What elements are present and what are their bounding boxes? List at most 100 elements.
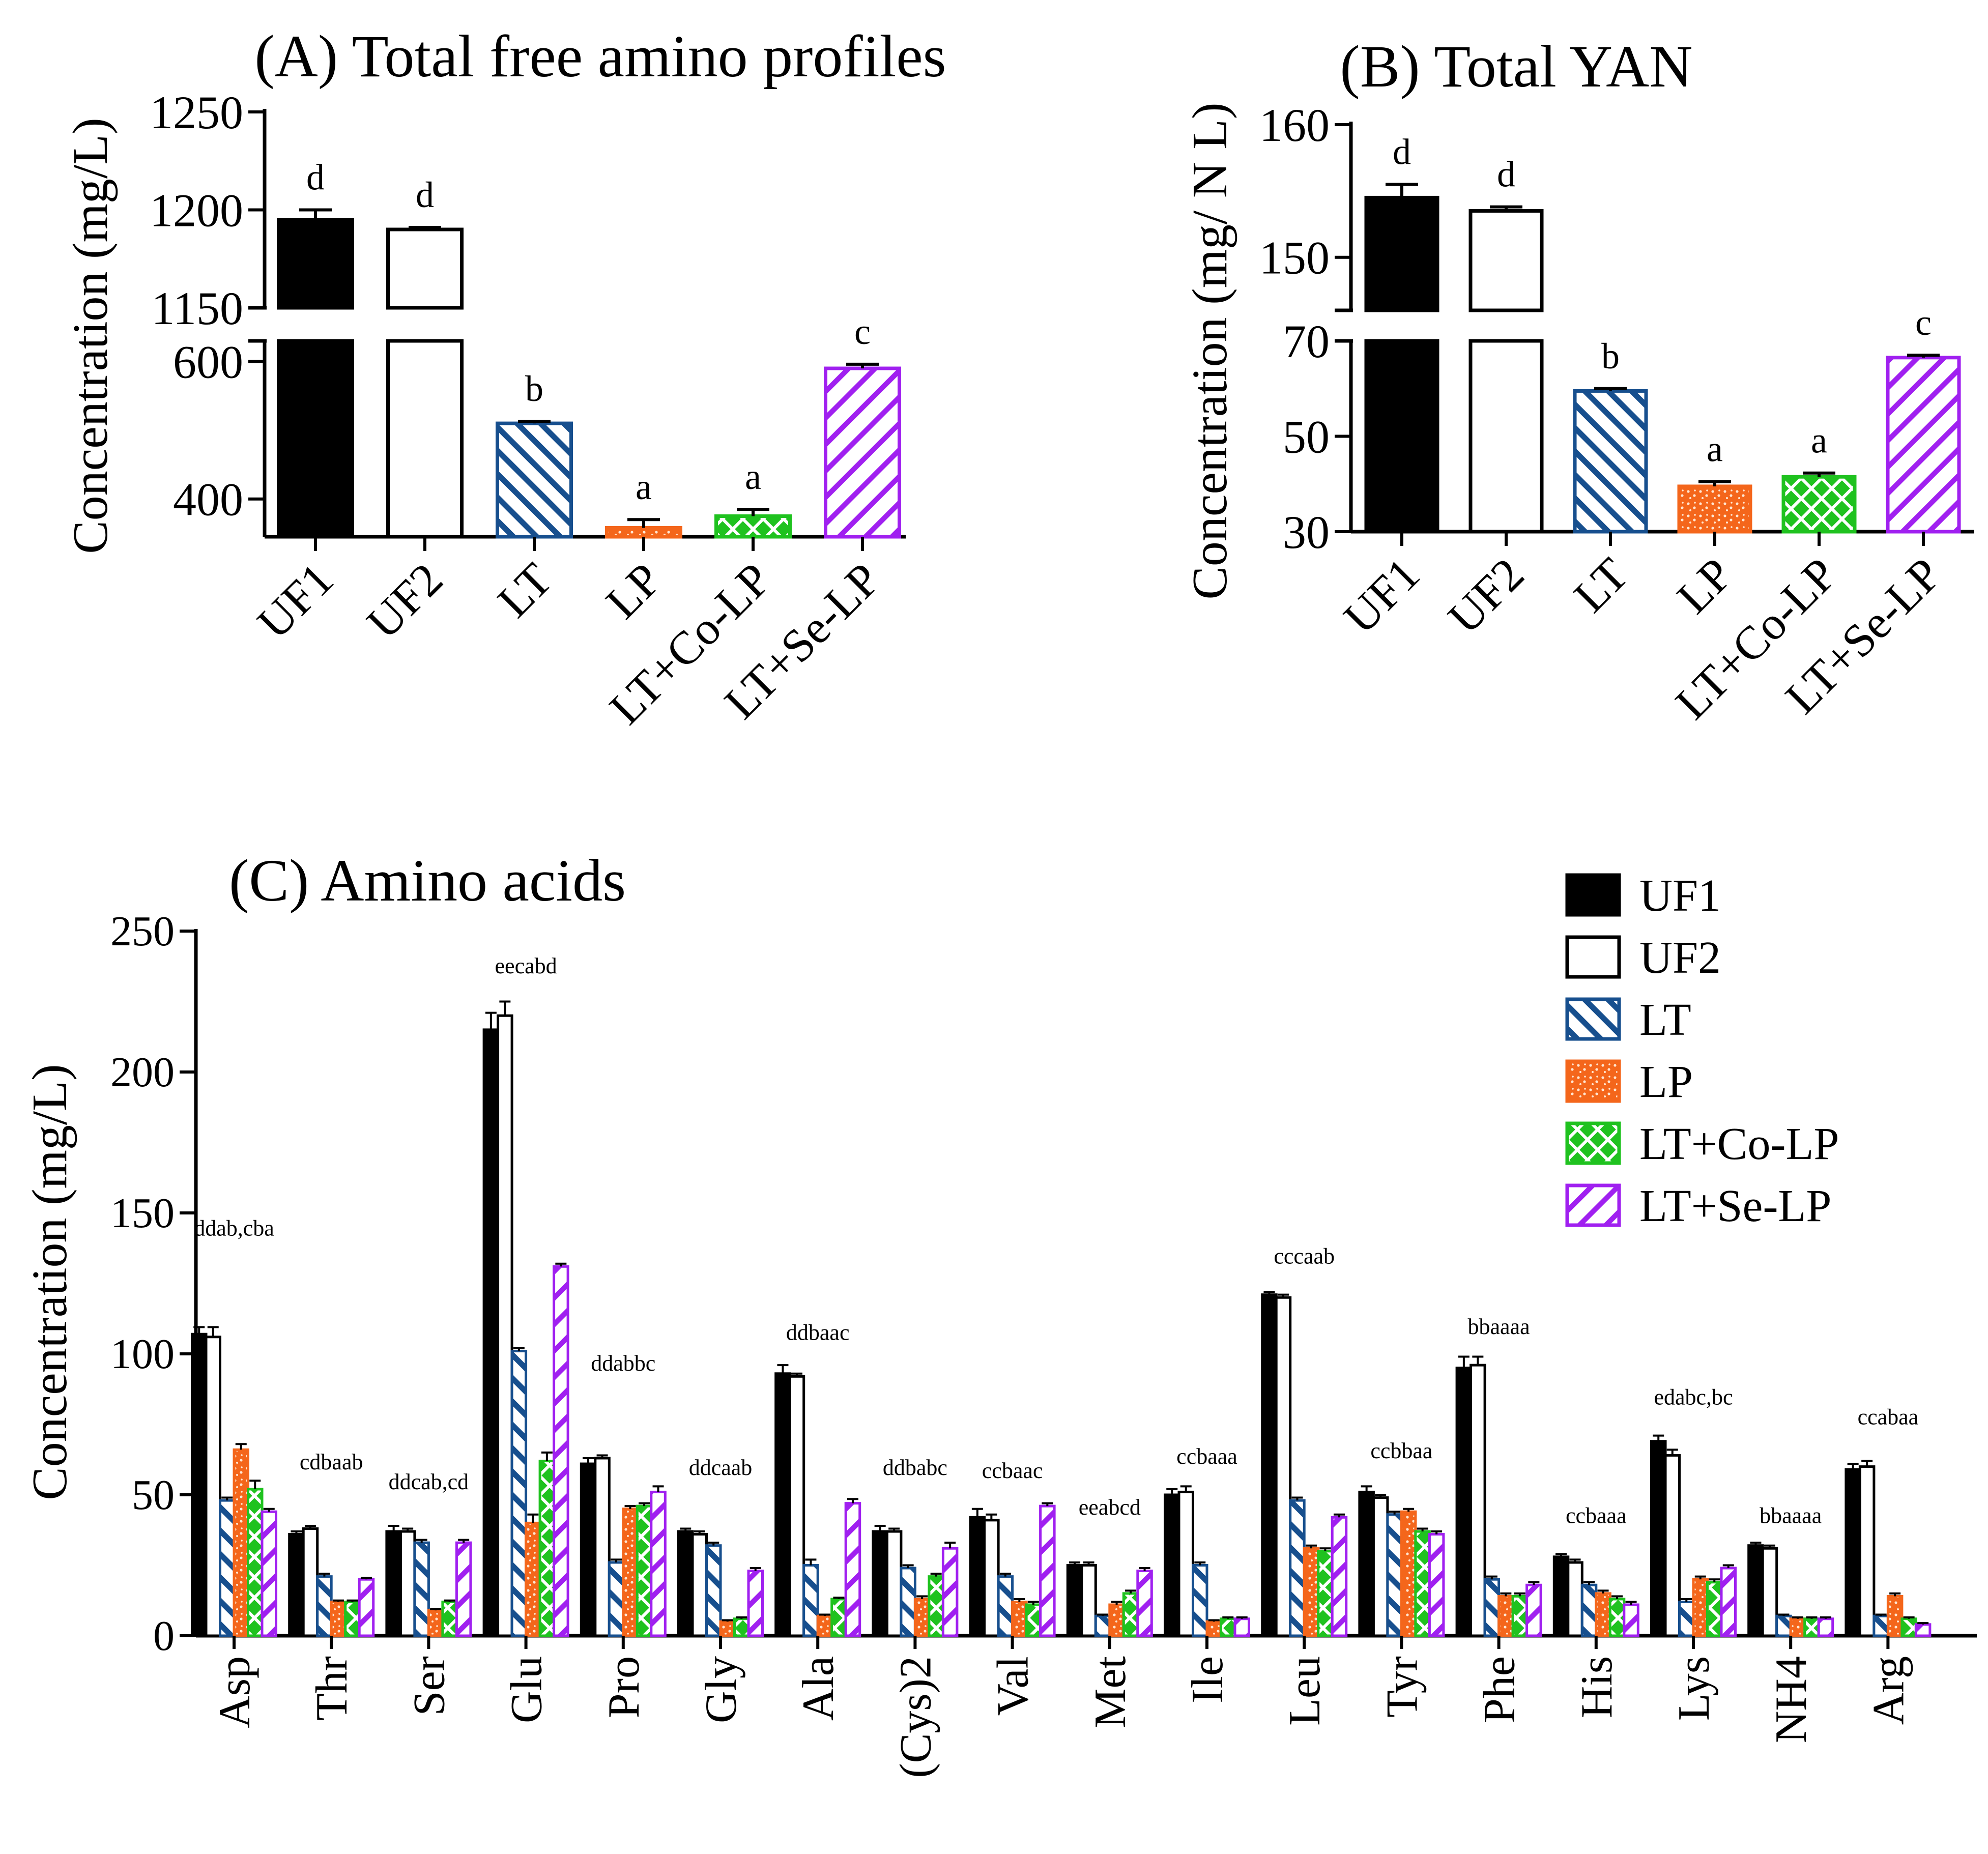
a-significance-letter: b — [525, 368, 543, 409]
c-bar-pro-lt-se-lp — [650, 1490, 667, 1637]
c-bar-nh4-lt — [1775, 1614, 1792, 1637]
c-bar-his-uf2 — [1567, 1561, 1583, 1637]
c-bar-ala-lt-co-lp — [830, 1598, 847, 1637]
c-x-tick-label: Ile — [1183, 1656, 1232, 1703]
c-x-tick-label: Tyr — [1377, 1656, 1427, 1718]
a-bar-lt-se-lp — [824, 366, 901, 539]
c-annotation-ala: ddbaac — [786, 1320, 850, 1345]
b-x-tick-label: UF2 — [1438, 548, 1534, 644]
a-significance-letter: d — [416, 175, 434, 215]
panel-a: (A) Total free amino profiles Concentrat… — [63, 23, 946, 734]
legend: UF1 UF2 LT LP LT+Co-LP LT+Se-LP — [1565, 871, 1839, 1231]
c-bar-phe-lp — [1497, 1595, 1514, 1637]
c-bar-lys-lt-co-lp — [1706, 1581, 1723, 1637]
b-significance-letter: a — [1707, 429, 1723, 470]
c-bar-ser-lt-co-lp — [441, 1601, 458, 1637]
c-annotation-gly: ddcaab — [689, 1455, 753, 1480]
c-y-tick-label: 50 — [132, 1471, 175, 1519]
c-bar-asp-lt — [219, 1499, 236, 1637]
c-bar-ala-lp — [816, 1614, 833, 1637]
c-x-tick-label: Arg — [1864, 1656, 1913, 1725]
c-bar-gly-uf1 — [677, 1530, 694, 1637]
c-bar-leu-uf2 — [1275, 1296, 1292, 1637]
c-bar-ser-uf1 — [385, 1530, 402, 1637]
c-bar-arg-lt — [1872, 1614, 1889, 1637]
c-bar-nh4-uf2 — [1761, 1547, 1778, 1637]
c-annotation-leu: cccaab — [1274, 1244, 1335, 1269]
c-bar-cys-2-uf2 — [885, 1530, 903, 1637]
a-y-tick-label: 400 — [173, 474, 243, 526]
c-bar-cys-2-uf1 — [872, 1530, 888, 1637]
c-bar-glu-lt-se-lp — [553, 1265, 569, 1637]
c-x-tick-label: Ser — [405, 1656, 454, 1716]
b-bar-lp — [1677, 484, 1752, 534]
c-bar-ile-lp — [1205, 1620, 1222, 1637]
a-bar-lt — [496, 421, 573, 539]
c-annotation-arg: ccabaa — [1858, 1405, 1919, 1430]
b-significance-letter: b — [1601, 336, 1620, 376]
c-y-tick-label: 250 — [110, 908, 175, 955]
c-bar-pro-lt — [608, 1561, 625, 1637]
c-bar-thr-lt — [316, 1575, 333, 1637]
panel-c-y-label: Concentration (mg/L) — [22, 1064, 77, 1500]
c-bar-leu-lp — [1303, 1547, 1320, 1637]
c-bar-nh4-lp — [1789, 1617, 1806, 1637]
c-annotation-lys: edabc,bc — [1654, 1385, 1733, 1410]
c-bar-pro-lt-co-lp — [636, 1504, 653, 1637]
a-bar-uf2-lower — [386, 339, 464, 539]
c-bar-nh4-uf1 — [1747, 1544, 1764, 1637]
c-x-tick-label: NH4 — [1767, 1656, 1816, 1743]
c-bar-leu-uf1 — [1261, 1293, 1278, 1637]
c-x-tick-label: Lys — [1669, 1656, 1719, 1721]
b-y-tick-label: 160 — [1259, 99, 1330, 151]
c-bar-met-lt — [1094, 1614, 1111, 1637]
c-x-tick-label: Met — [1086, 1656, 1135, 1728]
c-bar-ala-lt-se-lp — [844, 1502, 861, 1637]
c-bar-ala-lt — [802, 1564, 819, 1637]
b-y-tick-label: 30 — [1283, 506, 1330, 558]
b-bar-uf2-upper — [1468, 209, 1544, 312]
c-bar-gly-lt — [705, 1544, 722, 1637]
c-bar-met-uf1 — [1066, 1564, 1083, 1637]
c-bar-glu-lt — [510, 1349, 528, 1637]
c-bar-ser-lp — [427, 1609, 444, 1637]
c-bar-gly-uf2 — [691, 1533, 708, 1637]
a-significance-letter: d — [306, 157, 325, 198]
legend-swatch-lt — [1565, 997, 1621, 1041]
c-bar-ile-lt-se-lp — [1233, 1617, 1250, 1637]
a-x-tick-label: LP — [596, 553, 671, 628]
c-bar-val-lt-se-lp — [1039, 1504, 1056, 1637]
c-bar-asp-lt-co-lp — [247, 1488, 264, 1637]
c-bar-arg-lt-co-lp — [1900, 1617, 1917, 1637]
panel-b-y-label: Concentration (mg/ N L) — [1183, 102, 1237, 599]
c-annotation-cys-2: ddbabc — [883, 1455, 947, 1480]
a-bar-uf1-lower — [277, 339, 354, 539]
c-bar-lys-uf1 — [1650, 1440, 1667, 1637]
c-bar-his-lt — [1580, 1583, 1598, 1637]
legend-swatch-uf1 — [1565, 873, 1621, 917]
c-bar-val-lp — [1011, 1601, 1028, 1637]
legend-swatch-lt-co-lp — [1565, 1121, 1621, 1165]
a-bar-uf1-upper — [277, 218, 354, 310]
c-bar-lys-lt-se-lp — [1720, 1567, 1737, 1637]
panel-b: (B) Total YAN Concentration (mg/ N L) 15… — [1183, 33, 1974, 729]
c-y-tick-label: 100 — [110, 1330, 175, 1378]
c-bar-phe-lt-se-lp — [1525, 1583, 1542, 1637]
c-bar-tyr-lt-se-lp — [1428, 1533, 1445, 1637]
b-x-tick-label: LT — [1564, 548, 1638, 622]
b-bar-lt-co-lp — [1781, 475, 1857, 534]
c-annotation-ser: ddcab,cd — [389, 1469, 469, 1494]
c-bar-nh4-lt-co-lp — [1803, 1617, 1820, 1637]
c-annotation-phe: bbaaaa — [1468, 1314, 1530, 1339]
c-bar-his-lt-co-lp — [1608, 1598, 1626, 1637]
a-x-tick-label: UF2 — [357, 553, 452, 649]
panel-c-title: (C) Amino acids — [229, 847, 626, 914]
c-x-tick-label: His — [1572, 1656, 1622, 1718]
c-annotation-his: ccbaaa — [1566, 1503, 1627, 1528]
c-x-tick-label: Phe — [1475, 1656, 1524, 1723]
b-y-tick-label: 150 — [1259, 232, 1330, 284]
c-bar-met-lt-se-lp — [1136, 1570, 1153, 1637]
c-x-tick-label: Val — [989, 1656, 1038, 1716]
c-annotation-glu: eecabd — [495, 953, 557, 978]
